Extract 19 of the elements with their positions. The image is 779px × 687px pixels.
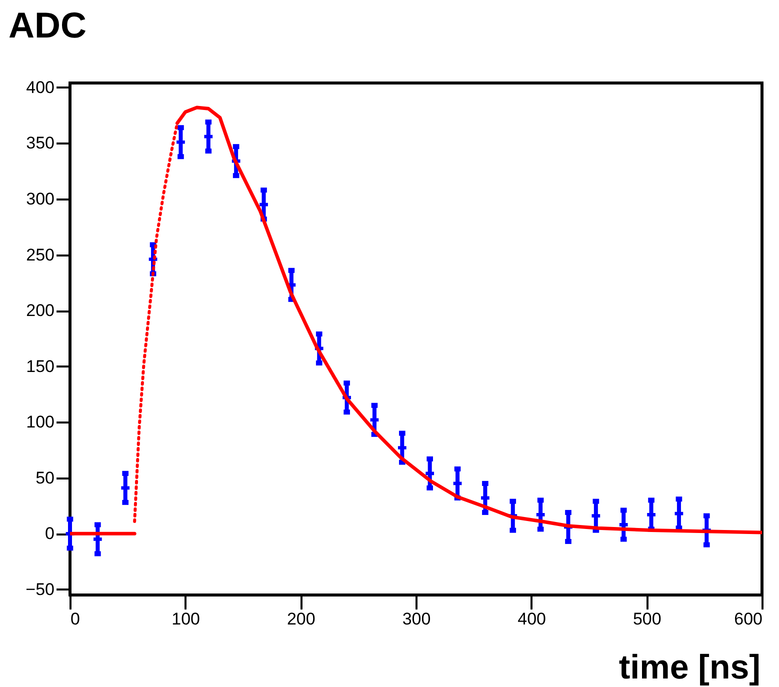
y-tick-label: 50 — [36, 468, 54, 488]
x-tick-label: 400 — [518, 610, 546, 628]
y-tick-label: 200 — [26, 301, 54, 320]
x-tick-label: 200 — [286, 610, 316, 628]
y-tick-label: −50 — [26, 580, 54, 599]
y-tick-label: 0 — [45, 524, 54, 544]
x-tick-label: 300 — [402, 610, 431, 628]
y-tick-label: 100 — [26, 412, 54, 432]
y-tick-label: 350 — [26, 134, 54, 153]
y-tick-label: 300 — [26, 190, 54, 209]
y-axis-title: ADC — [8, 4, 86, 46]
x-tick-label: 500 — [632, 610, 662, 628]
y-tick-label: 150 — [26, 356, 54, 376]
y-tick-label: 400 — [26, 78, 54, 97]
y-tick-label: 250 — [26, 245, 54, 264]
x-tick-label: 100 — [172, 610, 200, 628]
x-tick-label: 0 — [70, 610, 80, 628]
x-axis-title: time [ns] — [618, 648, 760, 686]
x-tick-label: 600 — [734, 610, 762, 628]
